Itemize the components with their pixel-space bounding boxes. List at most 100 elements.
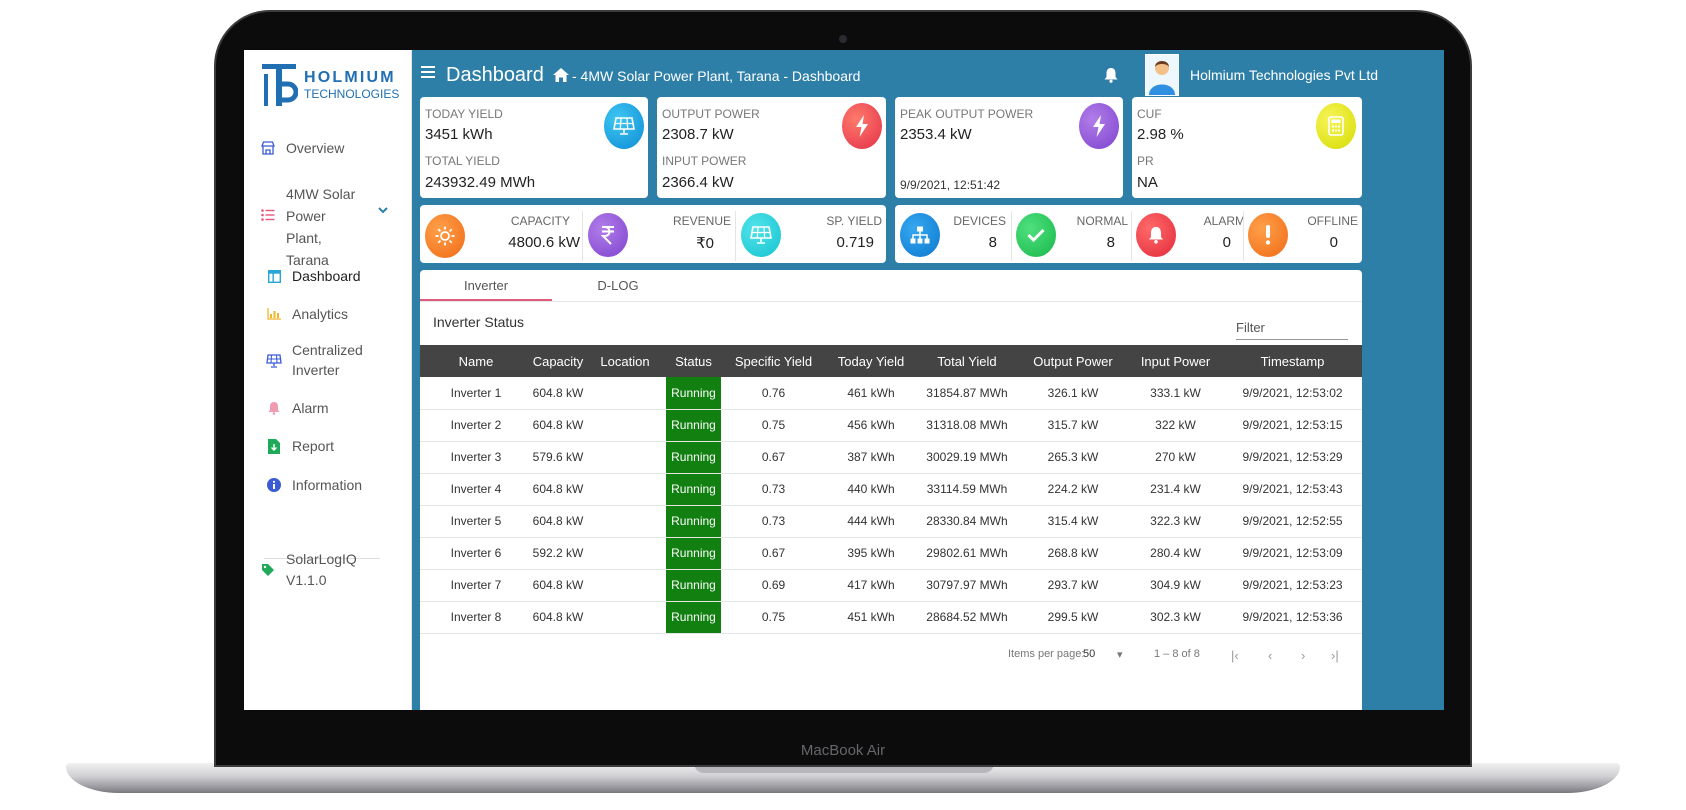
cell-input-power: 280.4 kW — [1128, 537, 1223, 570]
table-row[interactable]: Inverter 3 579.6 kW Running 0.67 387 kWh 3002… — [420, 441, 1362, 474]
capacity-label: CAPACITY — [510, 214, 570, 228]
card-plant-kpis: CAPACITY 4800.6 kW REVENUE ₹0 SP. YIELD … — [420, 205, 886, 263]
column-header[interactable]: Today Yield — [826, 345, 916, 377]
revenue-value: ₹0 — [696, 235, 714, 252]
sidebar-item-report[interactable]: Report — [266, 435, 416, 457]
sidebar-item-information[interactable]: Information — [266, 474, 416, 496]
prev-page-icon[interactable]: ‹ — [1268, 648, 1273, 663]
cell-today-yield: 395 kWh — [826, 537, 916, 570]
table-row[interactable]: Inverter 7 604.8 kW Running 0.69 417 kWh 3079… — [420, 569, 1362, 602]
table-row[interactable]: Inverter 2 604.8 kW Running 0.75 456 kWh 3131… — [420, 409, 1362, 442]
sidebar-item-plant[interactable]: 4MW Solar Power Plant, Tarana — [260, 183, 400, 271]
sidebar-item-overview[interactable]: Overview — [260, 137, 410, 159]
user-avatar-icon — [1149, 61, 1175, 95]
cell-today-yield: 417 kWh — [826, 569, 916, 602]
pagination-range: 1 – 8 of 8 — [1154, 648, 1200, 660]
lightning-icon — [1079, 103, 1119, 149]
table-row[interactable]: Inverter 1 604.8 kW Running 0.76 461 kWh 3185… — [420, 377, 1362, 410]
cell-capacity: 604.8 kW — [532, 601, 584, 634]
total-yield-value: 243932.49 MWh — [425, 174, 536, 191]
cell-input-power: 304.9 kW — [1128, 569, 1223, 602]
cell-location — [584, 409, 666, 442]
items-per-page-select[interactable]: 50 — [1083, 648, 1096, 660]
calculator-icon — [1316, 103, 1356, 149]
bell-icon — [266, 397, 282, 419]
cell-today-yield: 440 kWh — [826, 473, 916, 506]
offline-value: 0 — [1329, 234, 1338, 251]
breadcrumb[interactable]: - 4MW Solar Power Plant, Tarana - Dashbo… — [572, 68, 861, 84]
sidebar-item-alarm[interactable]: Alarm — [266, 397, 416, 419]
inverter-table: Name Capacity Location Status Specific Y… — [420, 345, 1362, 634]
normal-value: 8 — [1106, 234, 1115, 251]
company-name[interactable]: Holmium Technologies Pvt Ltd — [1190, 67, 1379, 83]
tab-inverter[interactable]: Inverter — [420, 270, 552, 301]
column-header[interactable]: Location — [584, 345, 666, 377]
filter-input[interactable]: Filter — [1236, 318, 1348, 340]
cell-input-power: 302.3 kW — [1128, 601, 1223, 634]
cell-location — [584, 601, 666, 634]
check-icon — [1016, 213, 1056, 257]
column-header[interactable]: Input Power — [1128, 345, 1223, 377]
today-yield-value: 3451 kWh — [425, 126, 493, 143]
cell-today-yield: 461 kWh — [826, 377, 916, 410]
cell-specific-yield: 0.67 — [721, 537, 826, 570]
next-page-icon[interactable]: › — [1301, 648, 1306, 663]
column-header[interactable]: Output Power — [1018, 345, 1128, 377]
column-header[interactable]: Name — [420, 345, 532, 377]
cell-name: Inverter 3 — [420, 441, 532, 474]
sidebar-divider — [264, 558, 380, 559]
first-page-icon[interactable]: |‹ — [1231, 648, 1239, 663]
chevron-down-icon[interactable] — [378, 199, 388, 221]
sidebar: HOLMIUM TECHNOLOGIES Overview 4MW Solar … — [244, 50, 412, 710]
store-icon — [260, 137, 276, 159]
sidebar-item-analytics[interactable]: Analytics — [266, 303, 416, 325]
cell-total-yield: 31318.08 MWh — [916, 409, 1018, 442]
cell-status: Running — [666, 473, 721, 506]
home-icon[interactable] — [553, 68, 569, 82]
avatar[interactable] — [1145, 54, 1179, 96]
cell-status: Running — [666, 377, 721, 410]
cell-name: Inverter 5 — [420, 505, 532, 538]
cell-timestamp: 9/9/2021, 12:52:55 — [1223, 505, 1362, 538]
notification-bell-icon[interactable] — [1104, 67, 1118, 83]
cell-input-power: 322.3 kW — [1128, 505, 1223, 538]
cell-capacity: 579.6 kW — [532, 441, 584, 474]
table-row[interactable]: Inverter 4 604.8 kW Running 0.73 440 kWh 3311… — [420, 473, 1362, 506]
cell-output-power: 299.5 kW — [1018, 601, 1128, 634]
card-device-kpis: DEVICES 8 NORMAL 8 ALARM 0 OFFLINE 0 — [895, 205, 1362, 263]
company-logo[interactable]: HOLMIUM TECHNOLOGIES — [260, 60, 400, 108]
last-page-icon[interactable]: ›| — [1331, 648, 1339, 663]
table-row[interactable]: Inverter 8 604.8 kW Running 0.75 451 kWh 2868… — [420, 601, 1362, 634]
alarm-label: ALARM — [1203, 214, 1245, 228]
table-row[interactable]: Inverter 6 592.2 kW Running 0.67 395 kWh 2980… — [420, 537, 1362, 570]
sidebar-label: 4MW Solar Power Plant, Tarana — [286, 186, 356, 268]
items-per-page-label: Items per page: — [1008, 648, 1085, 660]
cell-timestamp: 9/9/2021, 12:53:29 — [1223, 441, 1362, 474]
card-cuf: CUF 2.98 % PR NA — [1132, 97, 1362, 198]
cell-location — [584, 569, 666, 602]
info-icon — [266, 474, 282, 496]
sun-icon — [425, 214, 465, 258]
cell-today-yield: 387 kWh — [826, 441, 916, 474]
cell-specific-yield: 0.76 — [721, 377, 826, 410]
cell-location — [584, 473, 666, 506]
cell-today-yield: 451 kWh — [826, 601, 916, 634]
table-row[interactable]: Inverter 5 604.8 kW Running 0.73 444 kWh 2833… — [420, 505, 1362, 538]
pr-value: NA — [1137, 174, 1158, 191]
cell-capacity: 604.8 kW — [532, 377, 584, 410]
tab-d-log[interactable]: D-LOG — [597, 278, 639, 293]
cell-name: Inverter 4 — [420, 473, 532, 506]
chevron-down-icon[interactable]: ▾ — [1117, 649, 1123, 661]
column-header[interactable]: Capacity — [532, 345, 584, 377]
column-header[interactable]: Total Yield — [916, 345, 1018, 377]
menu-icon[interactable] — [421, 66, 435, 78]
sidebar-item-dashboard[interactable]: Dashboard — [266, 265, 416, 287]
column-header[interactable]: Status — [666, 345, 721, 377]
cell-specific-yield: 0.75 — [721, 601, 826, 634]
sidebar-item-centralized-inverter[interactable]: Centralized Inverter — [266, 340, 386, 380]
column-header[interactable]: Timestamp — [1223, 345, 1362, 377]
sidebar-label: Overview — [286, 140, 345, 156]
cell-total-yield: 33114.59 MWh — [916, 473, 1018, 506]
column-header[interactable]: Specific Yield — [721, 345, 826, 377]
cell-output-power: 265.3 kW — [1018, 441, 1128, 474]
